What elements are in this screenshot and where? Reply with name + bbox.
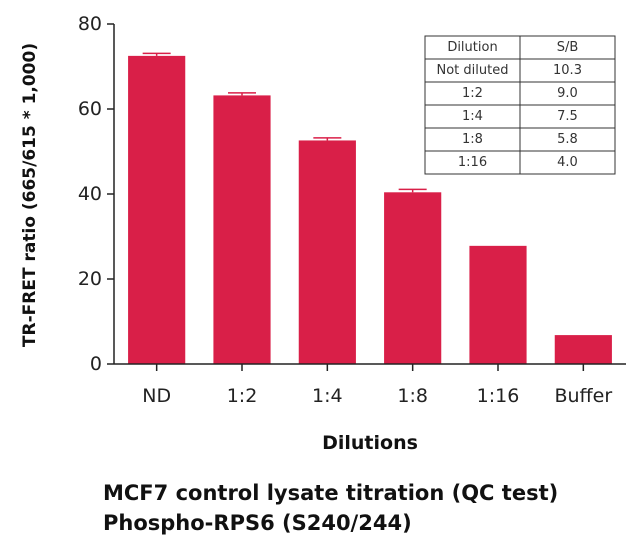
x-tick-label-5: Buffer <box>554 385 612 407</box>
table-cell-sb: 4.0 <box>557 155 578 170</box>
bars <box>128 55 612 365</box>
bar-0 <box>128 55 186 364</box>
error-bars <box>142 52 427 193</box>
x-axis-label: Dilutions <box>322 432 418 454</box>
bar-3 <box>384 192 442 364</box>
x-tick-label-0: ND <box>142 385 171 407</box>
table-cell-dilution: 1:16 <box>458 155 487 170</box>
table-cell-dilution: Not diluted <box>437 63 509 78</box>
table-cell-sb: 9.0 <box>557 86 578 101</box>
table-cell-sb: 5.8 <box>557 132 578 147</box>
bar-5 <box>554 335 612 364</box>
signal-background-table: Dilution S/B Not diluted 10.3 1:2 9.0 1:4 7.5 1:… <box>424 35 616 175</box>
table-header-dilution: Dilution <box>447 40 497 55</box>
table-cell-dilution: 1:4 <box>462 109 483 124</box>
table-header-sb: S/B <box>557 40 579 55</box>
table-cell-sb: 7.5 <box>557 109 578 124</box>
y-axis-ticks: 0 20 40 60 80 <box>78 13 114 375</box>
y-tick-label-0: 0 <box>90 353 102 375</box>
table-cell-dilution: 1:8 <box>462 132 483 147</box>
y-tick-label-3: 60 <box>78 98 102 120</box>
table-cell-sb: 10.3 <box>553 63 582 78</box>
chart-subtitle: Phospho-RPS6 (S240/244) <box>103 511 412 535</box>
bar-1 <box>213 95 271 365</box>
x-tick-label-1: 1:2 <box>227 385 258 407</box>
x-tick-label-3: 1:8 <box>397 385 428 407</box>
x-axis-ticks: ND 1:2 1:4 1:8 1:16 Buffer <box>142 364 612 407</box>
bar-4 <box>469 245 527 364</box>
x-tick-label-2: 1:4 <box>312 385 343 407</box>
x-tick-label-4: 1:16 <box>477 385 520 407</box>
y-tick-label-4: 80 <box>78 13 102 35</box>
table-cell-dilution: 1:2 <box>462 86 483 101</box>
bar-2 <box>298 140 356 364</box>
y-tick-label-1: 20 <box>78 268 102 290</box>
chart-title: MCF7 control lysate titration (QC test) <box>103 481 559 505</box>
y-tick-label-2: 40 <box>78 183 102 205</box>
y-axis-label: TR-FRET ratio (665/615 * 1,000) <box>20 43 40 347</box>
